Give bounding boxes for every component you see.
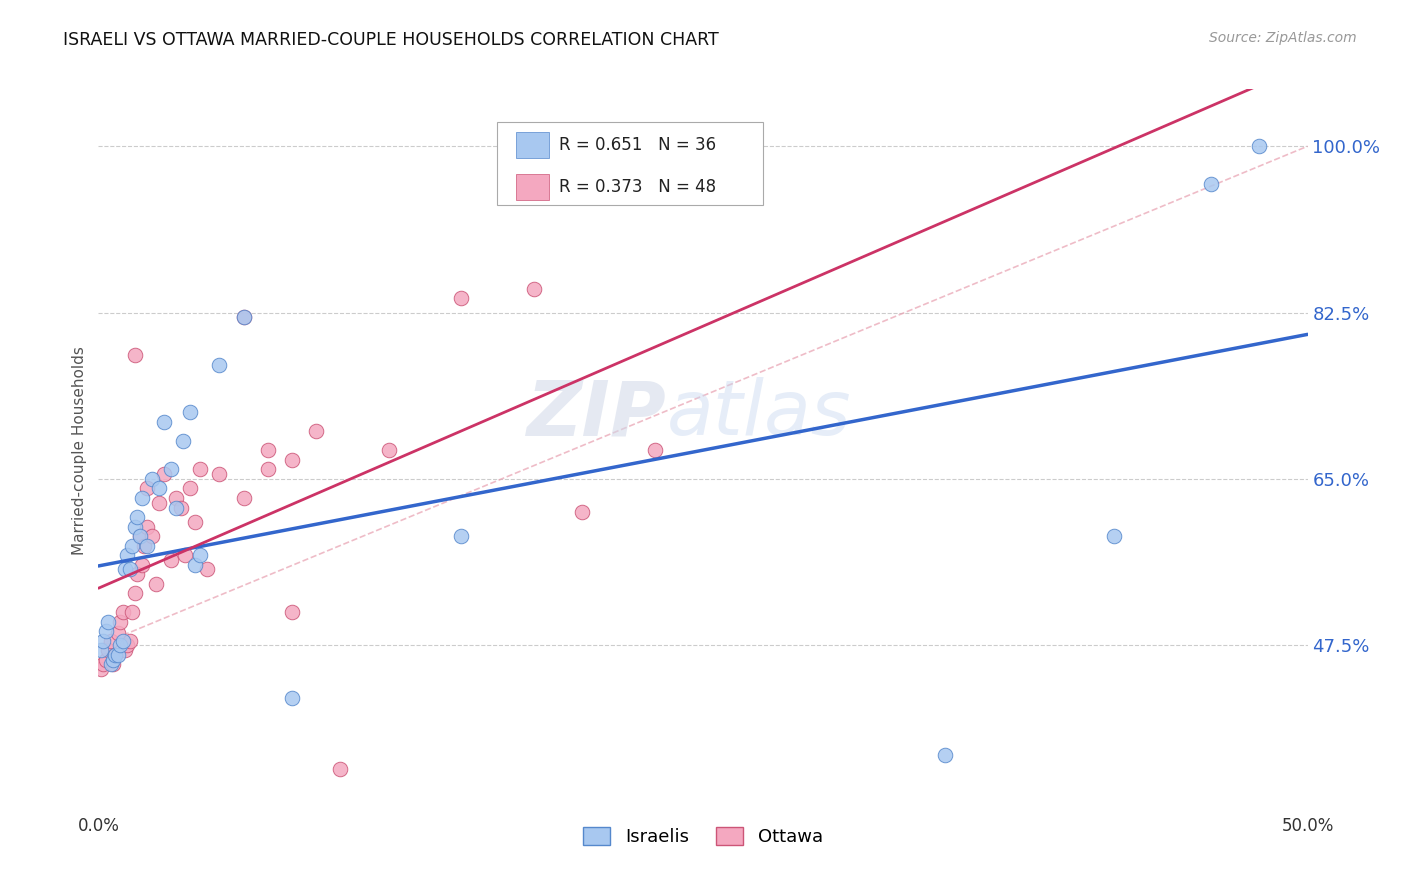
Point	[100, 633, 122, 648]
Point	[179, 482, 201, 496]
Point	[104, 648, 127, 662]
Point	[114, 643, 136, 657]
Text: R = 0.373   N = 48: R = 0.373 N = 48	[560, 178, 716, 195]
Point	[135, 539, 157, 553]
Point	[644, 443, 666, 458]
Point	[91, 633, 114, 648]
Text: ISRAELI VS OTTAWA MARRIED-COUPLE HOUSEHOLDS CORRELATION CHART: ISRAELI VS OTTAWA MARRIED-COUPLE HOUSEHO…	[63, 31, 718, 49]
Point	[934, 747, 956, 762]
Text: atlas: atlas	[666, 377, 851, 451]
Point	[148, 496, 170, 510]
Point	[450, 291, 472, 305]
Point	[135, 519, 157, 533]
Point	[131, 491, 153, 505]
Point	[232, 491, 254, 505]
Point	[124, 586, 146, 600]
Point	[169, 500, 191, 515]
Point	[329, 762, 352, 776]
Point	[94, 624, 117, 639]
Point	[131, 558, 153, 572]
FancyBboxPatch shape	[498, 121, 763, 205]
Point	[232, 310, 254, 325]
Point	[101, 657, 124, 672]
Point	[108, 638, 131, 652]
FancyBboxPatch shape	[516, 174, 550, 200]
Point	[160, 462, 183, 476]
Point	[148, 482, 170, 496]
Point	[114, 562, 136, 576]
Point	[256, 462, 278, 476]
Text: R = 0.651   N = 36: R = 0.651 N = 36	[560, 136, 716, 154]
Y-axis label: Married-couple Households: Married-couple Households	[72, 346, 87, 555]
Point	[94, 652, 117, 666]
Point	[188, 548, 211, 562]
Point	[377, 443, 399, 458]
Point	[450, 529, 472, 543]
Point	[127, 510, 149, 524]
Point	[1102, 529, 1125, 543]
Legend: Israelis, Ottawa: Israelis, Ottawa	[576, 820, 830, 854]
Point	[121, 539, 143, 553]
Point	[134, 539, 156, 553]
Point	[184, 515, 207, 529]
Point	[118, 633, 141, 648]
Point	[91, 657, 114, 672]
Point	[145, 576, 167, 591]
Point	[111, 633, 134, 648]
Point	[101, 652, 124, 666]
Point	[107, 626, 129, 640]
Point	[208, 467, 231, 482]
Point	[141, 472, 163, 486]
Point	[100, 657, 122, 672]
Point	[141, 529, 163, 543]
Point	[165, 500, 187, 515]
Point	[117, 548, 139, 562]
Point	[1249, 139, 1271, 153]
Point	[135, 482, 157, 496]
Text: Source: ZipAtlas.com: Source: ZipAtlas.com	[1209, 31, 1357, 45]
Point	[184, 558, 207, 572]
Point	[571, 505, 593, 519]
Point	[111, 605, 134, 619]
Text: ZIP: ZIP	[527, 377, 666, 451]
Point	[124, 348, 146, 362]
Point	[179, 405, 201, 419]
Point	[188, 462, 211, 476]
Point	[172, 434, 194, 448]
Point	[90, 643, 112, 657]
Point	[108, 615, 131, 629]
Point	[104, 648, 127, 662]
Point	[121, 605, 143, 619]
Point	[160, 553, 183, 567]
Point	[128, 529, 150, 543]
Point	[124, 519, 146, 533]
Point	[305, 425, 328, 439]
Point	[97, 615, 120, 629]
Point	[232, 310, 254, 325]
Point	[174, 548, 197, 562]
Point	[90, 662, 112, 676]
Point	[281, 605, 304, 619]
Point	[107, 648, 129, 662]
Point	[1199, 178, 1222, 192]
Point	[208, 358, 231, 372]
Point	[165, 491, 187, 505]
Point	[195, 562, 218, 576]
Point	[281, 453, 304, 467]
FancyBboxPatch shape	[516, 132, 550, 158]
Point	[118, 562, 141, 576]
Point	[117, 638, 139, 652]
Point	[523, 282, 546, 296]
Point	[128, 529, 150, 543]
Point	[97, 643, 120, 657]
Point	[152, 467, 174, 482]
Point	[152, 415, 174, 429]
Point	[256, 443, 278, 458]
Point	[127, 567, 149, 582]
Point	[281, 690, 304, 705]
